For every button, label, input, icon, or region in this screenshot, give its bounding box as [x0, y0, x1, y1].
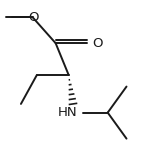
Text: HN: HN — [58, 106, 77, 119]
Text: O: O — [28, 11, 39, 24]
Text: O: O — [93, 37, 103, 50]
